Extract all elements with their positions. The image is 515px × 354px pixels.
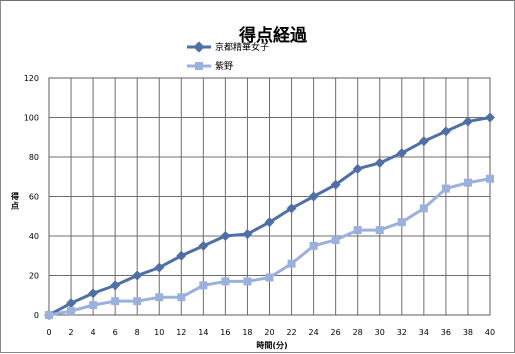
series-point-1-14 — [353, 226, 362, 235]
series-point-0-20 — [485, 112, 495, 123]
series-point-1-0 — [45, 311, 53, 319]
y-tick-label: 120 — [24, 74, 39, 83]
series-point-0-17 — [418, 136, 429, 147]
y-tick-label: 100 — [24, 114, 39, 123]
x-tick-label: 38 — [463, 328, 473, 337]
series-point-0-12 — [308, 191, 319, 202]
y-axis-title: 得点 — [10, 191, 19, 211]
legend-marker-murasakino — [195, 62, 203, 70]
y-tick-label: 60 — [29, 193, 39, 202]
x-tick-label: 16 — [220, 328, 230, 337]
x-tick-label: 28 — [353, 328, 363, 337]
x-tick-label: 8 — [135, 328, 140, 337]
series-point-0-9 — [242, 229, 253, 239]
series-point-1-13 — [331, 235, 340, 244]
series-point-1-19 — [463, 178, 472, 187]
series-point-1-17 — [419, 204, 428, 213]
series-point-1-12 — [309, 241, 318, 250]
series-point-1-3 — [111, 297, 120, 306]
series-point-0-6 — [176, 250, 187, 261]
legend-marker-kyoto — [193, 41, 205, 53]
y-axis-tick-labels: 0 20 40 60 80 100 120 — [24, 74, 39, 320]
series-point-1-15 — [375, 226, 384, 235]
x-tick-label: 14 — [198, 328, 208, 337]
series-point-0-14 — [352, 163, 363, 174]
series-point-1-16 — [397, 218, 406, 227]
series-point-0-2 — [88, 288, 99, 299]
series-point-0-3 — [110, 280, 121, 291]
legend-item-murasakino: 紫野 — [187, 61, 233, 72]
series-point-1-2 — [89, 301, 98, 310]
legend-label-kyoto: 京都精華女子 — [215, 41, 269, 53]
series-point-1-18 — [441, 184, 450, 193]
x-axis-tick-labels: 0 2 4 6 8 10 12 14 16 18 20 22 24 26 28 30 32 34 36 38 40 — [46, 328, 495, 337]
x-tick-label: 30 — [375, 328, 385, 337]
series-point-1-7 — [199, 281, 208, 290]
series-point-0-15 — [374, 157, 385, 168]
y-tick-label: 20 — [29, 272, 39, 281]
series-point-1-10 — [265, 273, 274, 282]
chart-title: 得点経過 — [238, 25, 308, 46]
series-point-0-16 — [396, 148, 407, 158]
plot-area-border — [48, 77, 491, 316]
series-point-0-13 — [330, 179, 341, 190]
y-axis-title-char: 点 — [11, 201, 19, 211]
series-point-1-20 — [486, 174, 494, 183]
series-point-1-9 — [243, 277, 252, 286]
series-point-1-1 — [67, 307, 76, 316]
x-tick-label: 2 — [69, 328, 74, 337]
x-tick-label: 40 — [485, 328, 495, 337]
x-tick-label: 12 — [176, 328, 186, 337]
x-tick-label: 4 — [91, 328, 96, 337]
x-tick-label: 6 — [113, 328, 118, 337]
series-point-0-10 — [264, 217, 275, 228]
y-tick-label: 0 — [34, 311, 39, 320]
series-point-1-4 — [133, 297, 142, 306]
x-tick-label: 18 — [242, 328, 252, 337]
legend-label-murasakino: 紫野 — [215, 61, 233, 72]
series-point-1-6 — [177, 293, 186, 302]
series-point-0-18 — [440, 126, 451, 137]
legend: 京都精華女子 紫野 — [187, 41, 269, 72]
series-point-1-11 — [287, 259, 296, 268]
y-tick-label: 40 — [29, 232, 39, 241]
x-tick-label: 22 — [286, 328, 296, 337]
x-tick-label: 34 — [419, 328, 429, 337]
series-point-0-7 — [198, 240, 209, 251]
x-tick-label: 32 — [397, 328, 407, 337]
x-tick-label: 36 — [441, 328, 451, 337]
x-tick-label: 26 — [331, 328, 341, 337]
series-point-0-4 — [132, 270, 143, 281]
y-axis-title-char: 得 — [10, 191, 19, 201]
x-tick-label: 0 — [46, 328, 51, 337]
x-tick-label: 24 — [309, 328, 319, 337]
legend-item-kyoto: 京都精華女子 — [187, 41, 269, 53]
series-point-1-5 — [155, 293, 164, 302]
x-tick-label: 10 — [154, 328, 164, 337]
series-point-0-5 — [154, 262, 165, 273]
series-point-0-8 — [220, 231, 231, 241]
series-point-1-8 — [221, 277, 230, 286]
y-tick-label: 80 — [29, 153, 39, 162]
series-point-0-11 — [286, 203, 297, 214]
x-tick-label: 20 — [264, 328, 274, 337]
x-axis-title: 時間(分) — [256, 340, 287, 350]
